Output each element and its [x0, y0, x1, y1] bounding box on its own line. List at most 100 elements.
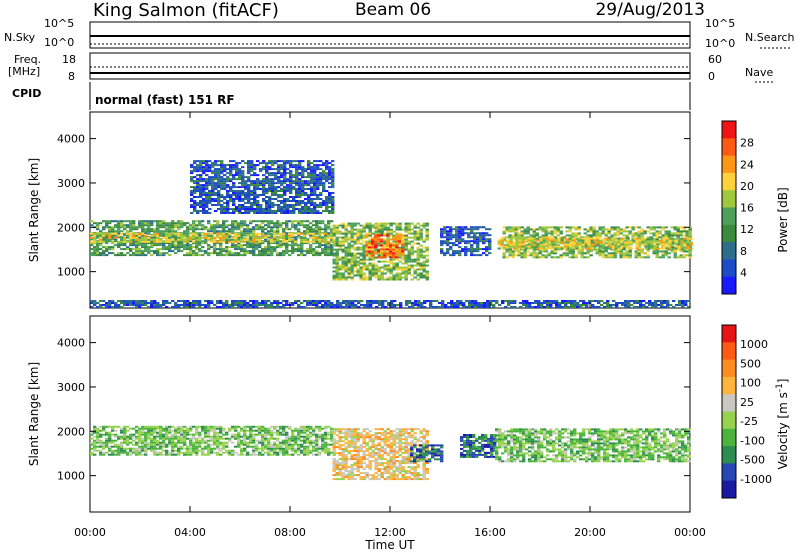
- echo-cell: [377, 230, 381, 233]
- echo-cell: [600, 304, 604, 306]
- echo-cell: [386, 252, 390, 255]
- echo-cell: [219, 240, 223, 243]
- echo-cell: [276, 224, 280, 227]
- echo-cell: [685, 236, 689, 239]
- echo-cell: [593, 237, 597, 240]
- echo-cell: [258, 236, 262, 239]
- echo-cell: [150, 240, 154, 243]
- echo-cell: [117, 443, 121, 446]
- echo-cell: [572, 243, 576, 246]
- echo-cell: [90, 453, 94, 456]
- echo-cell: [105, 425, 109, 428]
- echo-cell: [315, 300, 319, 302]
- echo-cell: [211, 200, 215, 202]
- echo-cell: [627, 300, 631, 302]
- echo-cell: [186, 302, 190, 304]
- echo-cell: [223, 166, 227, 169]
- echo-cell: [144, 240, 148, 243]
- echo-cell: [419, 232, 423, 235]
- echo-cell: [392, 244, 396, 247]
- echo-cell: [312, 300, 316, 302]
- nave-label: Nave: [745, 66, 774, 79]
- echo-cell: [111, 449, 115, 452]
- echo-cell: [222, 254, 226, 257]
- echo-cell: [174, 232, 178, 235]
- echo-cell: [99, 441, 103, 444]
- echo-cell: [618, 302, 622, 304]
- echo-cell: [174, 224, 178, 227]
- echo-cell: [273, 236, 277, 239]
- echo-cell: [422, 270, 426, 273]
- echo-cell: [138, 252, 142, 255]
- echo-cell: [604, 232, 608, 235]
- echo-cell: [666, 304, 670, 306]
- echo-cell: [586, 234, 590, 237]
- echo-cell: [423, 306, 427, 308]
- echo-cell: [341, 268, 345, 271]
- echo-cell: [438, 302, 442, 304]
- echo-cell: [571, 248, 575, 251]
- echo-cell: [267, 248, 271, 251]
- echo-cell: [344, 250, 348, 253]
- echo-cell: [648, 304, 652, 306]
- echo-cell: [256, 182, 260, 185]
- echo-cell: [214, 188, 218, 190]
- echo-cell: [126, 224, 130, 227]
- echo-cell: [289, 204, 293, 206]
- echo-cell: [446, 238, 450, 241]
- echo-cell: [207, 236, 211, 239]
- echo-cell: [202, 194, 206, 196]
- echo-cell: [261, 300, 265, 302]
- echo-cell: [456, 302, 460, 304]
- echo-cell: [395, 232, 399, 235]
- echo-cell: [310, 200, 314, 202]
- echo-cell: [228, 232, 232, 235]
- echo-cell: [205, 196, 209, 198]
- echo-cell: [270, 252, 274, 255]
- echo-cell: [174, 222, 178, 225]
- echo-cell: [99, 443, 103, 446]
- echo-cell: [521, 245, 525, 248]
- echo-cell: [255, 244, 259, 247]
- echo-cell: [303, 250, 307, 253]
- echo-cell: [262, 162, 266, 165]
- echo-cell: [277, 186, 281, 189]
- echo-cell: [549, 304, 553, 306]
- echo-cell: [247, 198, 251, 200]
- echo-cell: [114, 435, 118, 438]
- echo-cell: [285, 236, 289, 239]
- echo-cell: [625, 236, 629, 239]
- echo-cell: [288, 236, 292, 239]
- echo-cell: [596, 237, 600, 240]
- echo-cell: [294, 232, 298, 235]
- echo-cell: [646, 230, 650, 233]
- echo-cell: [277, 166, 281, 169]
- echo-cell: [277, 200, 281, 202]
- echo-cell: [449, 234, 453, 237]
- echo-cell: [419, 236, 423, 239]
- echo-cell: [307, 184, 311, 187]
- echo-cell: [316, 210, 320, 212]
- echo-cell: [225, 236, 229, 239]
- echo-cell: [202, 206, 206, 208]
- echo-cell: [241, 198, 245, 200]
- echo-cell: [210, 246, 214, 249]
- echo-cell: [289, 162, 293, 165]
- echo-cell: [558, 304, 562, 306]
- echo-cell: [102, 232, 106, 235]
- echo-cell: [274, 162, 278, 165]
- echo-cell: [235, 190, 239, 192]
- echo-cell: [562, 240, 566, 243]
- echo-cell: [328, 186, 332, 189]
- echo-cell: [105, 304, 109, 306]
- echo-cell: [539, 239, 543, 242]
- echo-cell: [417, 304, 421, 306]
- echo-cell: [667, 252, 671, 255]
- echo-cell: [298, 210, 302, 212]
- echo-cell: [390, 302, 394, 304]
- echo-cell: [301, 168, 305, 171]
- echo-cell: [199, 190, 203, 192]
- echo-cell: [689, 241, 693, 244]
- echo-cell: [686, 237, 690, 240]
- echo-cell: [467, 248, 471, 251]
